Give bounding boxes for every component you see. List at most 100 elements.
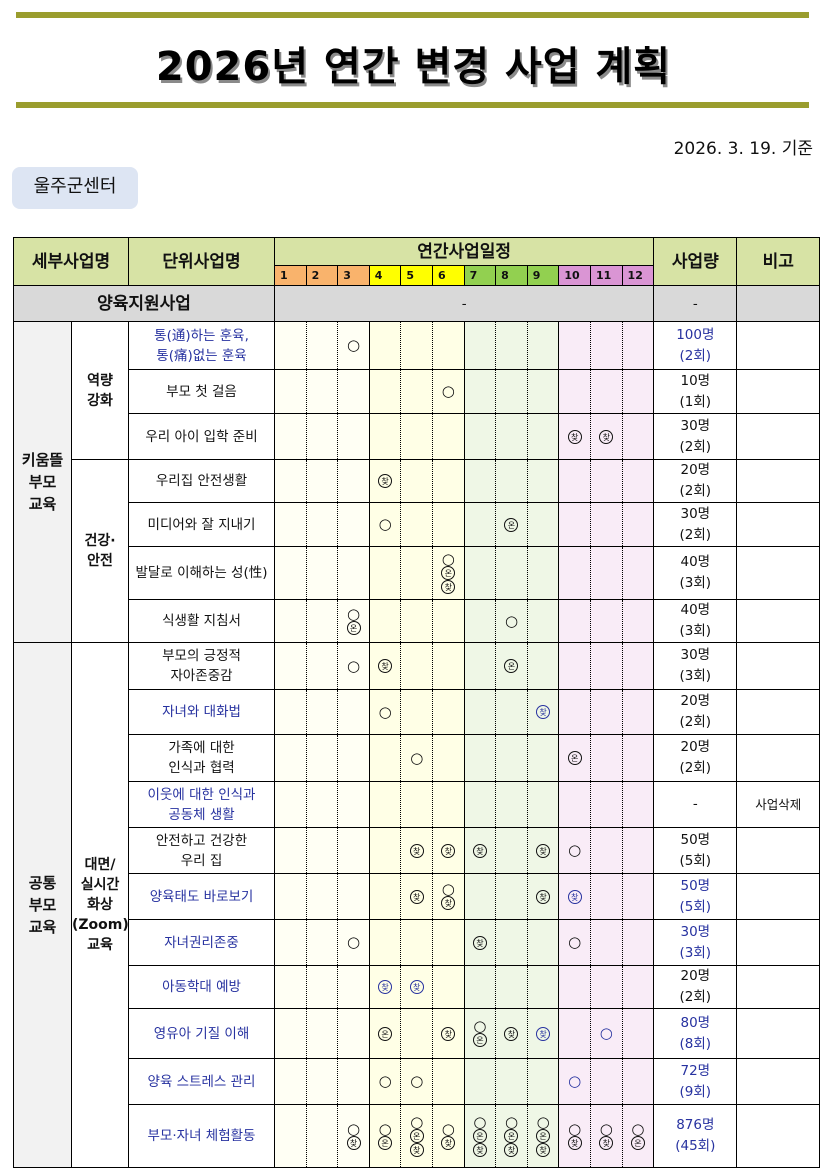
schedule-cell-month-3	[337, 546, 370, 600]
table-row: 양육 스트레스 관리 ○ ○ ○ 72명 (9회)	[14, 1058, 821, 1105]
schedule-cell-month-7: ○ 온	[463, 1008, 497, 1059]
visiting-mark-icon: 찾	[441, 843, 456, 858]
schedule-cell-month-6	[431, 502, 465, 547]
schedule-cell-month-5	[400, 689, 433, 735]
schedule-cell-month-11: ○ 찾	[589, 1104, 623, 1168]
schedule-cell-month-8: 온	[495, 642, 528, 690]
subgroup-label: 역량 강화	[70, 321, 130, 460]
schedule-cell-month-3	[337, 413, 370, 460]
schedule-cell-month-3	[337, 965, 370, 1009]
schedule-cell-month-8: 찾	[495, 1008, 528, 1059]
schedule-cell-month-1	[274, 1104, 307, 1168]
schedule-cell-month-2	[305, 321, 339, 370]
schedule-cell-month-4: 찾	[368, 642, 402, 690]
month-header-9: 9	[526, 265, 560, 286]
offline-mark-icon: ○	[347, 604, 361, 623]
program-name: 통(通)하는 훈육, 통(痛)없는 훈육	[128, 321, 276, 370]
program-name: 양육 스트레스 관리	[128, 1058, 276, 1105]
schedule-cell-month-1	[274, 321, 307, 370]
schedule-cell-month-5	[400, 1008, 433, 1059]
schedule-cell-month-6: 찾	[431, 827, 465, 874]
program-name: 이웃에 대한 인식과 공동체 생활	[128, 781, 276, 828]
table-row: 우리 아이 입학 준비 찾 찾 30명 (2회)	[14, 413, 821, 460]
program-amount: 30명 (2회)	[653, 502, 738, 547]
month-header-2: 2	[305, 265, 339, 286]
offline-mark-icon: ○	[599, 1119, 613, 1138]
schedule-cell-month-1	[274, 873, 307, 920]
offline-mark-icon: ○	[410, 748, 424, 767]
schedule-cell-month-7	[463, 734, 497, 782]
schedule-cell-month-4	[368, 599, 402, 643]
schedule-cell-month-7	[463, 642, 497, 690]
schedule-cell-month-6	[431, 413, 465, 460]
schedule-cell-month-9	[526, 965, 560, 1009]
month-header-12: 12	[621, 265, 655, 286]
schedule-cell-month-12	[621, 1058, 655, 1105]
offline-mark-icon: ○	[410, 1072, 424, 1090]
schedule-cell-month-4: ○	[368, 502, 402, 547]
offline-mark-icon: ○	[378, 702, 392, 721]
online-mark-icon: 온	[346, 620, 361, 635]
schedule-cell-month-4: 온	[368, 1008, 402, 1059]
offline-mark-icon: ○	[441, 549, 455, 568]
subgroup-label: 대면/실시간 화상 (Zoom) 교육	[70, 642, 130, 1168]
schedule-cell-month-12	[621, 642, 655, 690]
offline-mark-icon: ○	[504, 1112, 519, 1131]
offline-mark-icon: ○	[347, 933, 361, 951]
offline-mark-icon: ○	[410, 1112, 424, 1131]
schedule-cell-month-10: ○	[558, 919, 591, 966]
schedule-cell-month-2	[305, 459, 339, 503]
schedule-cell-month-4: ○	[368, 689, 402, 735]
visiting-mark-icon: 찾	[567, 429, 582, 444]
program-note	[736, 1008, 821, 1059]
schedule-cell-month-6	[431, 781, 465, 828]
table-row: 식생활 지침서 ○ 온 ○ 40명 (3회)	[14, 599, 821, 643]
month-header-5: 5	[400, 265, 433, 286]
schedule-cell-month-11	[589, 873, 623, 920]
program-amount: 72명 (9회)	[653, 1058, 738, 1105]
online-mark-icon: 온	[536, 1128, 551, 1143]
schedule-cell-month-6: ○ 온 찾	[431, 546, 465, 600]
title-bar-bottom	[16, 102, 809, 108]
program-note	[736, 642, 821, 690]
visiting-mark-icon: 찾	[346, 1135, 361, 1150]
visiting-mark-icon: 찾	[441, 1026, 456, 1041]
schedule-cell-month-10: ○ 찾	[558, 1104, 591, 1168]
program-note	[736, 546, 821, 600]
table-row: 키움뜰 부모 교육 역량 강화 통(通)하는 훈육, 통(痛)없는 훈육 ○ 100명 (2회)	[13, 321, 821, 643]
offline-mark-icon: ○	[536, 1112, 550, 1131]
section-note	[736, 285, 821, 322]
schedule-cell-month-5: 찾	[400, 965, 433, 1009]
schedule-cell-month-6	[431, 689, 465, 735]
schedule-cell-month-5: ○ 온 찾	[400, 1104, 433, 1168]
visiting-mark-icon: 찾	[536, 1142, 551, 1157]
schedule-cell-month-4	[368, 413, 402, 460]
schedule-cell-month-1	[274, 919, 307, 966]
schedule-cell-month-2	[305, 413, 339, 460]
schedule-cell-month-5	[400, 546, 433, 600]
schedule-cell-month-5	[400, 502, 433, 547]
table-row: 영유아 기질 이해 온 찾 ○ 온 찾 찾 ○ 80명 (8회)	[14, 1008, 821, 1059]
offline-mark-icon: ○	[378, 1072, 392, 1090]
month-header-4: 4	[368, 265, 402, 286]
table-row: 가족에 대한 인식과 협력 ○ 온 20명 (2회)	[14, 734, 821, 782]
table-row: 발달로 이해하는 성(性) ○ 온 찾 40명 (3회)	[14, 546, 821, 600]
month-header-7: 7	[463, 265, 497, 286]
schedule-cell-month-4: 찾	[368, 965, 402, 1009]
schedule-cell-month-12	[621, 689, 655, 735]
offline-mark-icon: ○	[568, 1072, 582, 1090]
table-row: 공통 부모 교육 대면/실시간 화상 (Zoom) 교육 부모의 긍정적 자아존중감 ○ 찾 온 30명…	[13, 642, 821, 1168]
schedule-cell-month-8	[495, 965, 528, 1009]
section-label: 양육지원사업	[12, 285, 276, 322]
schedule-cell-month-2	[305, 599, 339, 643]
schedule-cell-month-8	[495, 781, 528, 828]
schedule-cell-month-12	[621, 413, 655, 460]
schedule-cell-month-9	[526, 413, 560, 460]
program-name: 부모 첫 걸음	[128, 369, 276, 414]
program-name: 식생활 지침서	[128, 599, 276, 643]
program-name: 우리 아이 입학 준비	[128, 413, 276, 460]
schedule-cell-month-3	[337, 1058, 370, 1105]
schedule-cell-month-12	[621, 321, 655, 370]
schedule-cell-month-9	[526, 459, 560, 503]
program-name: 부모·자녀 체험활동	[128, 1104, 276, 1168]
